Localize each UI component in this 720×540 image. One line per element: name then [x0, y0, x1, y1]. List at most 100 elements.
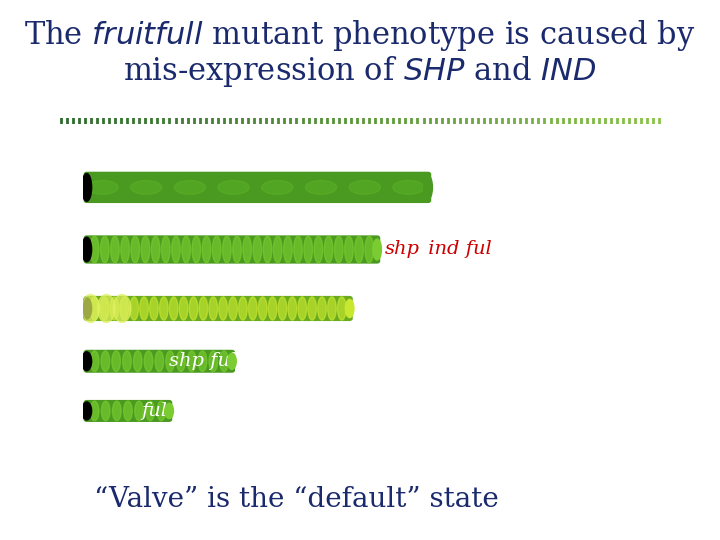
- Ellipse shape: [161, 236, 170, 263]
- Ellipse shape: [157, 401, 166, 421]
- Ellipse shape: [97, 294, 115, 322]
- Ellipse shape: [90, 236, 99, 263]
- Ellipse shape: [144, 351, 153, 372]
- Ellipse shape: [82, 173, 91, 201]
- Ellipse shape: [151, 236, 160, 263]
- Ellipse shape: [171, 236, 180, 263]
- Ellipse shape: [192, 236, 201, 263]
- Ellipse shape: [349, 180, 380, 194]
- Ellipse shape: [166, 351, 174, 372]
- FancyBboxPatch shape: [84, 296, 353, 321]
- Ellipse shape: [124, 401, 132, 421]
- Ellipse shape: [202, 236, 211, 263]
- Ellipse shape: [182, 236, 191, 263]
- Ellipse shape: [288, 297, 297, 320]
- Ellipse shape: [112, 351, 120, 372]
- Ellipse shape: [176, 351, 185, 372]
- Ellipse shape: [346, 299, 354, 318]
- Ellipse shape: [238, 297, 247, 320]
- Ellipse shape: [90, 297, 99, 320]
- Ellipse shape: [209, 297, 217, 320]
- Ellipse shape: [298, 297, 307, 320]
- FancyBboxPatch shape: [84, 235, 380, 264]
- Ellipse shape: [355, 236, 364, 263]
- Ellipse shape: [228, 353, 236, 369]
- Ellipse shape: [146, 401, 155, 421]
- Ellipse shape: [220, 351, 228, 372]
- Ellipse shape: [328, 297, 336, 320]
- Ellipse shape: [212, 236, 221, 263]
- Ellipse shape: [258, 297, 267, 320]
- Ellipse shape: [82, 402, 91, 420]
- Ellipse shape: [393, 180, 424, 194]
- Ellipse shape: [140, 297, 148, 320]
- Ellipse shape: [155, 351, 163, 372]
- Ellipse shape: [133, 351, 142, 372]
- Ellipse shape: [113, 294, 131, 322]
- Ellipse shape: [233, 236, 241, 263]
- Text: shp: shp: [385, 240, 420, 259]
- Ellipse shape: [102, 401, 110, 421]
- Ellipse shape: [159, 297, 168, 320]
- Ellipse shape: [82, 237, 91, 262]
- Ellipse shape: [222, 236, 231, 263]
- Ellipse shape: [373, 239, 382, 260]
- Ellipse shape: [101, 351, 109, 372]
- Ellipse shape: [187, 351, 196, 372]
- Ellipse shape: [189, 297, 198, 320]
- Text: ind ful: ind ful: [422, 240, 492, 259]
- Ellipse shape: [169, 297, 178, 320]
- Ellipse shape: [90, 401, 99, 421]
- Text: ind ful: ind ful: [358, 300, 421, 318]
- Ellipse shape: [229, 297, 238, 320]
- Ellipse shape: [100, 297, 109, 320]
- Ellipse shape: [284, 236, 292, 263]
- Ellipse shape: [338, 297, 346, 320]
- Ellipse shape: [304, 236, 312, 263]
- Ellipse shape: [120, 297, 129, 320]
- Ellipse shape: [324, 236, 333, 263]
- Ellipse shape: [141, 236, 150, 263]
- Ellipse shape: [274, 236, 282, 263]
- Ellipse shape: [131, 236, 140, 263]
- Ellipse shape: [100, 236, 109, 263]
- Ellipse shape: [82, 294, 99, 322]
- Ellipse shape: [261, 180, 293, 194]
- Ellipse shape: [112, 401, 121, 421]
- Ellipse shape: [219, 297, 228, 320]
- Ellipse shape: [248, 297, 257, 320]
- Ellipse shape: [318, 297, 326, 320]
- Ellipse shape: [130, 297, 138, 320]
- Text: ful: ful: [142, 402, 168, 420]
- Ellipse shape: [122, 351, 131, 372]
- Ellipse shape: [150, 297, 158, 320]
- Ellipse shape: [82, 352, 91, 371]
- Ellipse shape: [209, 351, 217, 372]
- Text: mis-expression of $\it{SHP}$ and $\it{IND}$: mis-expression of $\it{SHP}$ and $\it{IN…: [123, 54, 597, 89]
- Ellipse shape: [86, 180, 118, 194]
- Ellipse shape: [314, 236, 323, 263]
- Ellipse shape: [424, 176, 433, 199]
- Ellipse shape: [165, 403, 174, 418]
- Ellipse shape: [121, 236, 130, 263]
- Ellipse shape: [269, 297, 277, 320]
- FancyBboxPatch shape: [84, 400, 172, 422]
- Ellipse shape: [294, 236, 302, 263]
- Ellipse shape: [305, 180, 337, 194]
- Ellipse shape: [345, 236, 354, 263]
- Ellipse shape: [130, 180, 162, 194]
- Ellipse shape: [243, 236, 251, 263]
- Ellipse shape: [198, 351, 207, 372]
- Ellipse shape: [218, 180, 249, 194]
- FancyBboxPatch shape: [84, 350, 235, 373]
- Ellipse shape: [334, 236, 343, 263]
- Ellipse shape: [111, 236, 120, 263]
- Ellipse shape: [82, 298, 91, 319]
- Ellipse shape: [90, 351, 99, 372]
- Ellipse shape: [135, 401, 143, 421]
- Ellipse shape: [110, 297, 119, 320]
- Ellipse shape: [308, 297, 316, 320]
- Ellipse shape: [278, 297, 287, 320]
- FancyBboxPatch shape: [84, 172, 431, 203]
- Text: shp ful: shp ful: [169, 352, 236, 370]
